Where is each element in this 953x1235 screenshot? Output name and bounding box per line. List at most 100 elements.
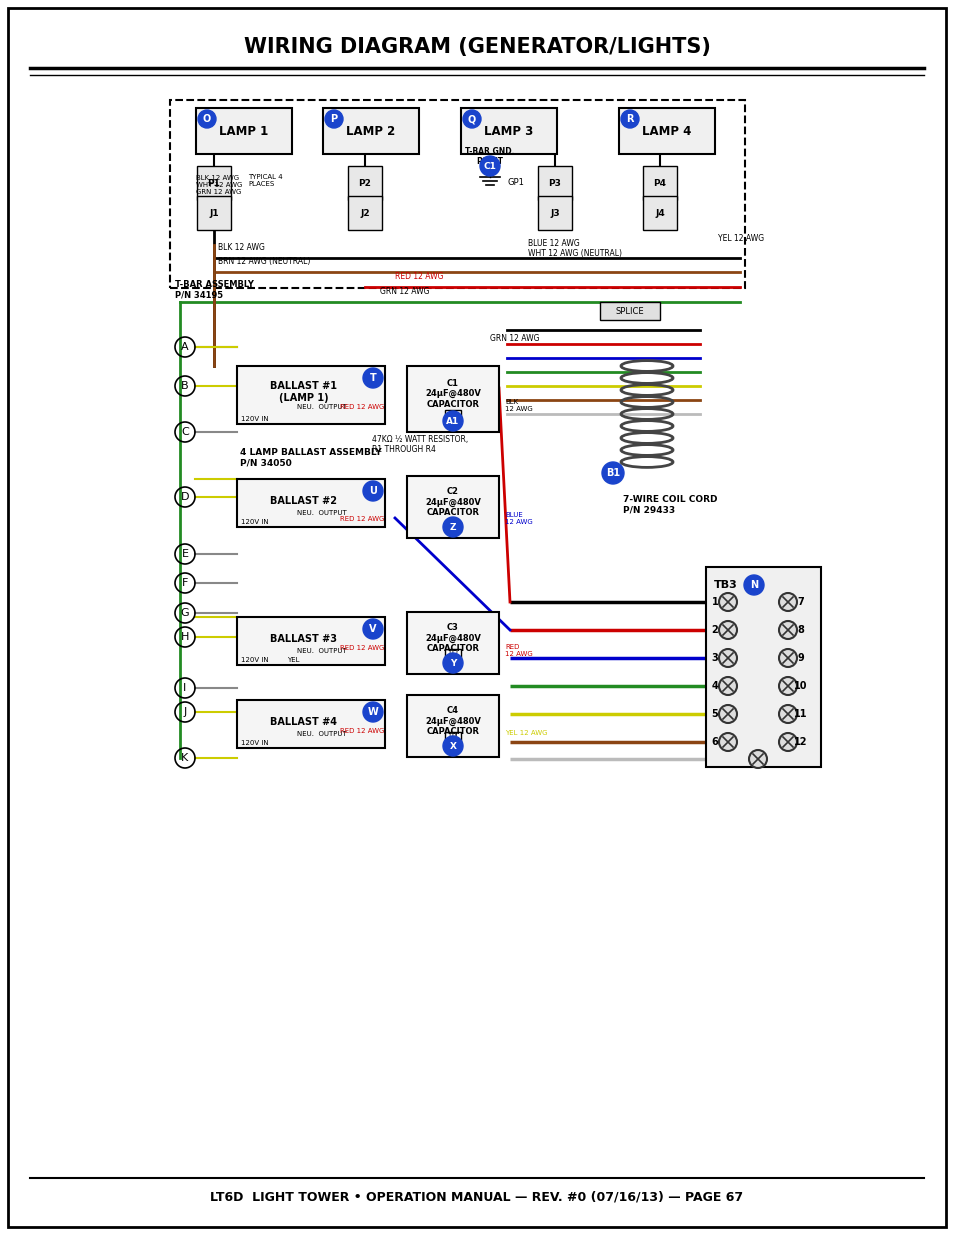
Text: 47KΩ ½ WATT RESISTOR,
R1 THROUGH R4: 47KΩ ½ WATT RESISTOR, R1 THROUGH R4 xyxy=(372,435,468,454)
Text: C: C xyxy=(181,427,189,437)
Text: YEL 12 AWG: YEL 12 AWG xyxy=(718,233,763,242)
Text: YEL 12 AWG: YEL 12 AWG xyxy=(504,730,547,736)
Text: 4: 4 xyxy=(711,680,718,692)
Text: 7: 7 xyxy=(797,597,803,606)
Bar xyxy=(170,100,744,288)
Text: 8: 8 xyxy=(797,625,803,635)
Text: U: U xyxy=(369,487,376,496)
Text: YEL: YEL xyxy=(287,657,299,663)
Text: Q: Q xyxy=(467,114,476,124)
Text: T: T xyxy=(369,373,376,383)
Text: P4: P4 xyxy=(653,179,666,188)
Bar xyxy=(599,303,659,320)
Text: BLK 12 AWG
WHT 12 AWG
GRN 12 AWG: BLK 12 AWG WHT 12 AWG GRN 12 AWG xyxy=(195,175,242,195)
Text: BALLAST #4: BALLAST #4 xyxy=(270,716,336,726)
Text: J4: J4 xyxy=(655,209,664,217)
Text: 10: 10 xyxy=(794,680,807,692)
Bar xyxy=(196,196,231,230)
Text: BALLAST #1
(LAMP 1): BALLAST #1 (LAMP 1) xyxy=(270,382,336,403)
Text: 9: 9 xyxy=(797,653,803,663)
Bar xyxy=(348,196,381,230)
Text: LT6D  LIGHT TOWER • OPERATION MANUAL — REV. #0 (07/16/13) — PAGE 67: LT6D LIGHT TOWER • OPERATION MANUAL — RE… xyxy=(211,1191,742,1203)
Bar xyxy=(460,107,557,154)
Text: A: A xyxy=(181,342,189,352)
Text: 1: 1 xyxy=(711,597,718,606)
Text: BALLAST #2: BALLAST #2 xyxy=(270,495,336,505)
Bar xyxy=(618,107,714,154)
Text: P: P xyxy=(330,114,337,124)
Text: NEU.  OUTPUT: NEU. OUTPUT xyxy=(296,647,346,653)
Text: 7-WIRE COIL CORD
P/N 29433: 7-WIRE COIL CORD P/N 29433 xyxy=(622,495,717,515)
Text: TYPICAL 4
PLACES: TYPICAL 4 PLACES xyxy=(248,174,282,186)
Circle shape xyxy=(779,621,796,638)
Circle shape xyxy=(363,701,382,722)
Text: J2: J2 xyxy=(360,209,370,217)
Text: GP1: GP1 xyxy=(507,178,524,186)
Text: 11: 11 xyxy=(794,709,807,719)
Text: B: B xyxy=(181,382,189,391)
Circle shape xyxy=(363,480,382,501)
Bar xyxy=(236,618,385,664)
Circle shape xyxy=(442,517,462,537)
Text: RED 12 AWG: RED 12 AWG xyxy=(339,516,384,522)
Text: R1: R1 xyxy=(448,410,457,420)
Circle shape xyxy=(462,110,480,128)
Text: GRN 12 AWG: GRN 12 AWG xyxy=(379,287,429,296)
Text: C1: C1 xyxy=(483,162,496,170)
Text: T-BAR GND.
POINT: T-BAR GND. POINT xyxy=(465,147,515,167)
Circle shape xyxy=(363,619,382,638)
Bar xyxy=(236,366,385,424)
Bar xyxy=(642,196,677,230)
Bar xyxy=(537,196,572,230)
Text: 120V IN: 120V IN xyxy=(241,740,269,746)
Circle shape xyxy=(779,650,796,667)
Text: C3
24μF@480V
CAPACITOR: C3 24μF@480V CAPACITOR xyxy=(425,624,480,653)
Text: WIRING DIAGRAM (GENERATOR/LIGHTS): WIRING DIAGRAM (GENERATOR/LIGHTS) xyxy=(243,37,710,57)
Text: C2
24μF@480V
CAPACITOR: C2 24μF@480V CAPACITOR xyxy=(425,487,480,517)
Circle shape xyxy=(779,734,796,751)
Circle shape xyxy=(198,110,215,128)
Text: 120V IN: 120V IN xyxy=(241,416,269,422)
Text: P1: P1 xyxy=(208,179,220,188)
Circle shape xyxy=(719,650,737,667)
Text: R2: R2 xyxy=(448,522,457,531)
Circle shape xyxy=(620,110,639,128)
Bar xyxy=(323,107,418,154)
Text: BLUE
12 AWG: BLUE 12 AWG xyxy=(504,511,532,525)
Text: R: R xyxy=(625,114,633,124)
Bar xyxy=(444,732,460,742)
Bar xyxy=(195,107,292,154)
Bar xyxy=(236,479,385,527)
Bar xyxy=(196,165,231,200)
Text: 12: 12 xyxy=(794,737,807,747)
Circle shape xyxy=(779,593,796,611)
Text: R4: R4 xyxy=(447,732,457,741)
Text: 120V IN: 120V IN xyxy=(241,519,269,525)
Text: BLK
12 AWG: BLK 12 AWG xyxy=(504,399,532,411)
Bar xyxy=(444,410,460,420)
Text: NEU.  OUTPUT: NEU. OUTPUT xyxy=(296,404,346,410)
Text: O: O xyxy=(203,114,211,124)
Text: Z: Z xyxy=(449,522,456,531)
Text: RED 12 AWG: RED 12 AWG xyxy=(395,272,443,282)
Text: BLK 12 AWG: BLK 12 AWG xyxy=(218,243,265,252)
Text: K: K xyxy=(181,753,189,763)
Text: C4
24μF@480V
CAPACITOR: C4 24μF@480V CAPACITOR xyxy=(425,706,480,736)
Circle shape xyxy=(779,677,796,695)
Circle shape xyxy=(442,653,462,673)
Text: J1: J1 xyxy=(209,209,218,217)
Bar xyxy=(407,366,498,432)
Bar xyxy=(348,165,381,200)
Text: TB3: TB3 xyxy=(713,580,737,590)
Circle shape xyxy=(601,462,623,484)
Bar xyxy=(537,165,572,200)
Text: LAMP 2: LAMP 2 xyxy=(346,125,395,137)
Circle shape xyxy=(719,734,737,751)
Text: 3: 3 xyxy=(711,653,718,663)
Circle shape xyxy=(363,368,382,388)
Circle shape xyxy=(743,576,763,595)
Text: LAMP 4: LAMP 4 xyxy=(641,125,691,137)
Bar xyxy=(407,613,498,674)
Bar xyxy=(444,522,460,532)
Circle shape xyxy=(779,705,796,722)
